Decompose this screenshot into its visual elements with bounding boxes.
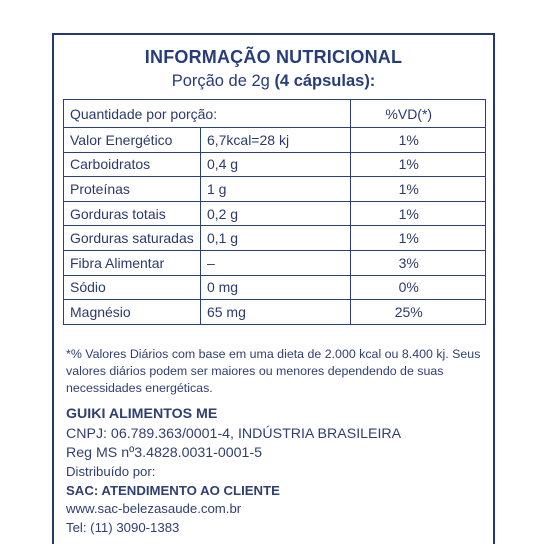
company-name: GUIKI ALIMENTOS ME <box>66 406 218 422</box>
nutrient-name: Carboidratos <box>63 151 201 178</box>
header-vd: %VD(*) <box>349 99 486 128</box>
nutrient-name: Gorduras saturadas <box>63 225 201 251</box>
nutrient-name: Fibra Alimentar <box>63 249 201 276</box>
table-row: Proteínas 1 g 1% <box>63 176 486 202</box>
serving-size: Porção de 2g (4 cápsulas): <box>54 72 493 91</box>
nutrition-panel: INFORMAÇÃO NUTRICIONAL Porção de 2g (4 c… <box>52 33 495 544</box>
serving-capsules: (4 cápsulas): <box>274 72 376 90</box>
company-info: GUIKI ALIMENTOS ME CNPJ: 06.789.363/0001… <box>66 405 486 464</box>
nutrient-name: Proteínas <box>63 176 201 202</box>
daily-values-footnote: *% Valores Diários com base em uma dieta… <box>66 347 481 395</box>
nutrient-vd: 1% <box>349 200 486 227</box>
table-row: Sódio 0 mg 0% <box>63 274 486 301</box>
nutrient-vd: 0% <box>349 274 486 301</box>
table-header-row: Quantidade por porção: %VD(*) <box>63 99 486 128</box>
nutrient-vd: 1% <box>349 151 486 178</box>
nutrient-amount: – <box>199 249 351 276</box>
table-row: Valor Energético 6,7kcal=28 kj 1% <box>63 127 486 153</box>
nutrient-amount: 65 mg <box>199 299 351 325</box>
nutrient-vd: 1% <box>349 127 486 153</box>
nutrient-amount: 0,2 g <box>199 200 351 227</box>
sac-phone: Tel: (11) 3090-1383 <box>66 519 180 535</box>
nutrient-amount: 0,4 g <box>199 151 351 178</box>
nutrient-vd: 1% <box>349 176 486 202</box>
table-row: Carboidratos 0,4 g 1% <box>63 151 486 178</box>
sac-heading: SAC: ATENDIMENTO AO CLIENTE <box>66 482 280 498</box>
distributed-by-label: Distribuído por: <box>66 464 156 479</box>
nutrition-table: Quantidade por porção: %VD(*) Valor Ener… <box>63 99 486 325</box>
nutrient-vd: 1% <box>349 225 486 251</box>
company-registration: Reg MS nº3.4828.0031-0001-5 <box>66 445 263 461</box>
nutrient-name: Magnésio <box>63 299 201 325</box>
nutrient-amount: 6,7kcal=28 kj <box>199 127 351 153</box>
serving-prefix: Porção de 2g <box>171 72 275 90</box>
header-quantity: Quantidade por porção: <box>63 99 350 128</box>
nutrient-vd: 25% <box>349 299 486 325</box>
table-row: Gorduras saturadas 0,1 g 1% <box>63 225 486 251</box>
distribution-info: Distribuído por: SAC: ATENDIMENTO AO CLI… <box>66 463 486 537</box>
company-cnpj: CNPJ: 06.789.363/0001-4, INDÚSTRIA BRASI… <box>66 425 402 442</box>
nutrient-amount: 1 g <box>199 176 351 202</box>
panel-title: INFORMAÇÃO NUTRICIONAL <box>144 47 403 67</box>
nutrient-name: Sódio <box>63 274 201 301</box>
nutrient-vd: 3% <box>349 249 486 276</box>
nutrient-name: Gorduras totais <box>63 200 201 227</box>
nutrient-name: Valor Energético <box>63 127 201 153</box>
nutrient-amount: 0,1 g <box>199 225 351 251</box>
table-row: Gorduras totais 0,2 g 1% <box>63 200 486 227</box>
table-row: Fibra Alimentar – 3% <box>63 249 486 276</box>
table-row: Magnésio 65 mg 25% <box>63 299 486 325</box>
sac-website: www.sac-belezasaude.com.br <box>66 501 242 516</box>
nutrient-amount: 0 mg <box>199 274 351 301</box>
